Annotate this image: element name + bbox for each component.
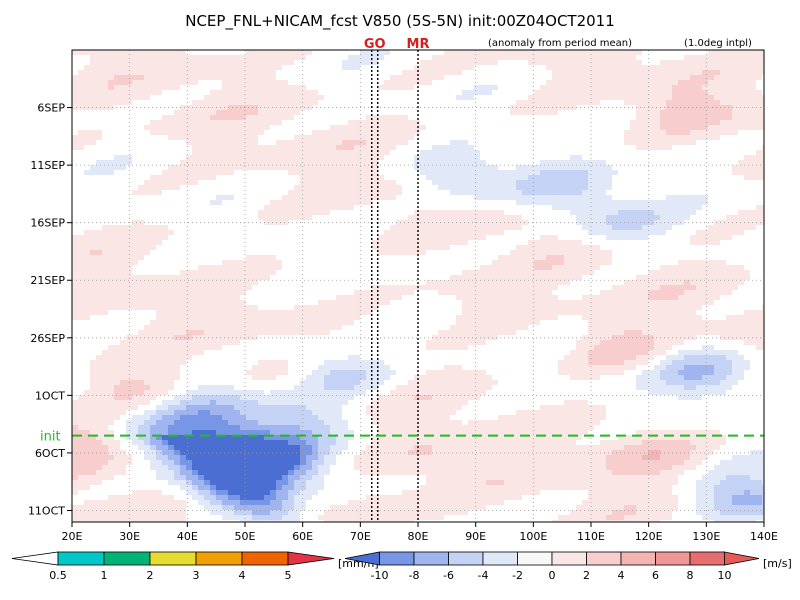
marker-lines: GO MR init bbox=[40, 37, 764, 522]
chart-subtitle: (anomaly from period mean) bbox=[488, 38, 632, 49]
cbar-wind-label: 0 bbox=[549, 569, 556, 582]
x-tick-label: 70E bbox=[350, 530, 371, 543]
cbar-rain-swatch bbox=[149, 551, 197, 566]
x-axis: 20E 30E 40E 50E 60E 70E 80E 90E 100E 110E 120E 130E… bbox=[62, 522, 778, 543]
cbar-wind-label: -10 bbox=[371, 569, 389, 582]
x-tick-label: 90E bbox=[465, 530, 486, 543]
cbar-rain-end-right bbox=[287, 551, 335, 566]
marker-label-mr: MR bbox=[407, 37, 430, 52]
cbar-wind-swatch bbox=[413, 551, 449, 566]
colorbar-wind: -10 -8 -6 -4 -2 0 2 4 6 8 10 [m/s] bbox=[344, 551, 792, 582]
cbar-wind-unit: [m/s] bbox=[763, 557, 792, 570]
x-tick-label: 40E bbox=[177, 530, 198, 543]
marker-label-go: GO bbox=[364, 37, 386, 52]
cbar-wind-label: 10 bbox=[718, 569, 732, 582]
cbar-rain-label: 5 bbox=[285, 569, 292, 582]
cbar-wind-label: 8 bbox=[687, 569, 694, 582]
cbar-wind-swatch bbox=[517, 551, 553, 566]
cbar-wind-label: 6 bbox=[652, 569, 659, 582]
cbar-rain-swatch bbox=[241, 551, 289, 566]
y-tick-label: 11OCT bbox=[28, 504, 65, 517]
cbar-rain-label: 3 bbox=[193, 569, 200, 582]
cbar-wind-swatch bbox=[620, 551, 656, 566]
cbar-wind-end-right bbox=[724, 551, 760, 566]
cbar-rain-swatch bbox=[103, 551, 151, 566]
cbar-wind-swatch bbox=[689, 551, 725, 566]
cbar-wind-label: -2 bbox=[512, 569, 523, 582]
anomaly-field bbox=[72, 50, 764, 522]
cbar-wind-label: -8 bbox=[409, 569, 420, 582]
x-tick-label: 60E bbox=[292, 530, 313, 543]
cbar-rain-label: 1 bbox=[101, 569, 108, 582]
x-tick-label: 120E bbox=[635, 530, 663, 543]
cbar-wind-swatch bbox=[482, 551, 518, 566]
chart-title: NCEP_FNL+NICAM_fcst V850 (5S-5N) init:00… bbox=[185, 12, 615, 31]
cbar-wind-swatch bbox=[379, 551, 415, 566]
cbar-rain-label: 0.5 bbox=[49, 569, 67, 582]
cbar-wind-swatch bbox=[551, 551, 587, 566]
x-tick-label: 110E bbox=[577, 530, 605, 543]
cbar-wind-swatch bbox=[586, 551, 622, 566]
cbar-wind-label: -6 bbox=[443, 569, 454, 582]
cbar-wind-label: 4 bbox=[618, 569, 625, 582]
chart-note: (1.0deg intpl) bbox=[684, 38, 752, 49]
cbar-wind-label: -4 bbox=[478, 569, 489, 582]
init-label: init bbox=[40, 430, 61, 445]
cbar-wind-swatch bbox=[448, 551, 484, 566]
x-tick-label: 80E bbox=[408, 530, 429, 543]
cbar-rain-swatch bbox=[195, 551, 243, 566]
y-tick-label: 11SEP bbox=[30, 159, 65, 172]
x-tick-label: 140E bbox=[750, 530, 778, 543]
y-tick-label: 21SEP bbox=[30, 274, 65, 287]
x-tick-label: 50E bbox=[235, 530, 256, 543]
x-tick-label: 100E bbox=[519, 530, 547, 543]
cbar-rain-end-left bbox=[11, 551, 59, 566]
colorbar-rain: 0.5 1 2 3 4 5[mm/h] bbox=[11, 551, 379, 582]
x-tick-label: 20E bbox=[62, 530, 83, 543]
y-tick-label: 16SEP bbox=[30, 217, 65, 230]
y-axis: 6SEP 11SEP 16SEP 21SEP 26SEP 1OCT 6OCT 11OCT bbox=[28, 102, 72, 517]
cbar-rain-label: 2 bbox=[147, 569, 154, 582]
cbar-wind-swatch bbox=[655, 551, 691, 566]
cbar-wind-label: 2 bbox=[583, 569, 590, 582]
y-tick-label: 6SEP bbox=[37, 102, 65, 115]
y-tick-label: 1OCT bbox=[35, 389, 65, 402]
cbar-rain-label: 4 bbox=[239, 569, 246, 582]
cbar-rain-swatch bbox=[57, 551, 105, 566]
y-tick-label: 26SEP bbox=[30, 332, 65, 345]
x-tick-label: 30E bbox=[119, 530, 140, 543]
y-tick-label: 6OCT bbox=[35, 447, 65, 460]
x-tick-label: 130E bbox=[692, 530, 720, 543]
